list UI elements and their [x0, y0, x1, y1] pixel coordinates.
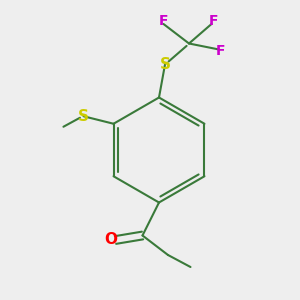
- Text: S: S: [160, 57, 170, 72]
- Text: O: O: [104, 232, 118, 247]
- Text: F: F: [216, 44, 225, 58]
- Text: F: F: [208, 14, 218, 28]
- Text: F: F: [159, 14, 168, 28]
- Text: S: S: [78, 109, 89, 124]
